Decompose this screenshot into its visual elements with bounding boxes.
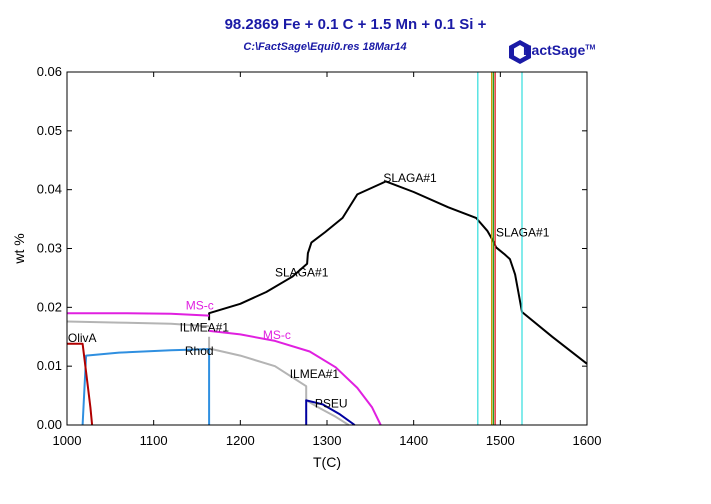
logo-mark-icon — [509, 40, 531, 64]
y-tick-label-3: 0.03 — [37, 241, 62, 256]
y-axis-label: wt % — [11, 233, 27, 264]
y-tick-label-1: 0.01 — [37, 358, 62, 373]
series-layer — [66, 180, 588, 426]
y-tick-label-0: 0.00 — [37, 417, 62, 432]
annotation-label-6: ILMEA#1 — [290, 367, 340, 381]
annotation-label-3: MS-c — [186, 299, 214, 313]
x-tick-label-2: 1200 — [226, 433, 255, 448]
series-line-3 — [66, 320, 210, 328]
x-axis: 1000 1100 1200 1300 1400 1500 1600 — [53, 72, 602, 448]
chart-title: 98.2869 Fe + 0.1 C + 1.5 Mn + 0.1 Si + — [224, 16, 487, 33]
x-tick-label-5: 1500 — [486, 433, 515, 448]
y-axis: 0.00 0.01 0.02 0.03 0.04 0.05 0.06 — [37, 64, 587, 432]
annotation-layer: SLAGA#1 SLAGA#1 SLAGA#1 MS-c MS-c ILMEA#1 ILME… — [68, 171, 550, 410]
y-tick-label-6: 0.06 — [37, 64, 62, 79]
vline-layer — [477, 72, 523, 425]
annotation-label-2: SLAGA#1 — [275, 266, 329, 280]
annotation-label-0: SLAGA#1 — [383, 171, 437, 185]
annotation-label-5: ILMEA#1 — [180, 320, 230, 334]
x-tick-label-1: 1100 — [140, 433, 168, 448]
chart-subtitle: C:\FactSage\Equi0.res 18Mar14 — [243, 41, 407, 53]
x-tick-label-4: 1400 — [399, 433, 428, 448]
x-tick-label-3: 1300 — [313, 433, 342, 448]
x-axis-label: T(C) — [313, 454, 341, 470]
x-tick-label-6: 1600 — [573, 433, 602, 448]
series-line-5 — [81, 348, 211, 426]
annotation-label-9: PSEU — [315, 396, 348, 410]
series-line-2 — [208, 329, 382, 426]
series-line-1 — [67, 312, 210, 317]
logo-tm: TM — [585, 44, 596, 52]
annotation-label-4: MS-c — [263, 328, 291, 342]
annotation-label-7: Rhod — [185, 344, 214, 358]
annotation-label-8: OlivA — [68, 331, 97, 345]
y-tick-label-2: 0.02 — [37, 299, 62, 314]
y-tick-label-4: 0.04 — [37, 182, 62, 197]
series-line-6 — [67, 342, 94, 426]
logo-text: FactSageTM — [523, 42, 596, 58]
y-tick-label-5: 0.05 — [37, 123, 62, 138]
factsage-logo: FactSageTM — [509, 38, 595, 68]
annotation-label-1: SLAGA#1 — [496, 226, 550, 240]
series-line-4 — [208, 336, 350, 426]
series-line-7 — [305, 399, 356, 426]
x-tick-label-0: 1000 — [53, 433, 82, 448]
series-line-0 — [208, 180, 588, 365]
